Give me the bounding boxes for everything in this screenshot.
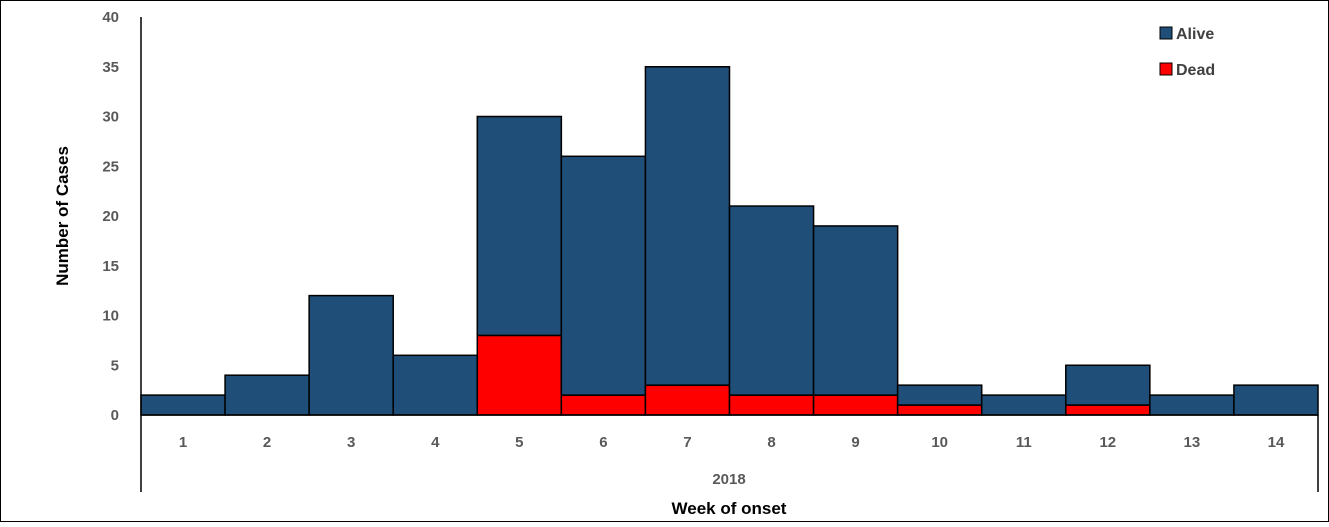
- x-tick-label-2: 2: [263, 434, 271, 451]
- bar-alive-week-14: [1233, 384, 1319, 416]
- x-tick-label-7: 7: [683, 434, 691, 451]
- bar-alive-week-6: [560, 155, 647, 396]
- x-tick-label-1: 1: [179, 434, 187, 451]
- bar-alive-week-12: [1065, 364, 1151, 406]
- x-axis-title: Week of onset: [672, 499, 787, 518]
- bar-dead-week-12: [1065, 404, 1151, 416]
- y-tick-label-25: 25: [102, 158, 119, 175]
- x-tick-label-13: 13: [1184, 434, 1201, 451]
- legend-swatch-alive: [1159, 26, 1173, 40]
- x-tick-label-3: 3: [347, 434, 355, 451]
- bar-alive-week-5: [476, 115, 563, 337]
- y-tick-label-10: 10: [102, 308, 119, 325]
- bar-alive-week-9: [812, 225, 899, 396]
- bar-alive-week-7: [644, 66, 731, 386]
- legend-label-dead: Dead: [1176, 62, 1215, 79]
- x-tick-label-12: 12: [1099, 434, 1116, 451]
- bar-alive-week-8: [728, 205, 815, 396]
- y-axis-ticks: 0 5 10 15 20 25 30 35 40: [102, 9, 119, 424]
- x-tick-label-6: 6: [599, 434, 607, 451]
- bar-alive-week-4: [392, 354, 479, 416]
- bar-dead-week-7: [644, 384, 731, 416]
- x-tick-label-9: 9: [851, 434, 859, 451]
- y-tick-label-35: 35: [102, 59, 119, 76]
- x-tick-label-10: 10: [931, 434, 948, 451]
- bar-alive-week-3: [308, 294, 394, 416]
- x-tick-label-8: 8: [767, 434, 775, 451]
- bar-alive-week-2: [224, 374, 310, 416]
- bar-dead-week-9: [812, 394, 899, 416]
- bar-dead-week-8: [728, 394, 815, 416]
- y-tick-label-20: 20: [102, 208, 119, 225]
- y-tick-label-0: 0: [111, 407, 119, 424]
- bar-alive-week-11: [980, 394, 1067, 416]
- legend: Alive Dead: [1159, 26, 1215, 79]
- legend-label-alive: Alive: [1176, 26, 1214, 43]
- bar-alive-week-13: [1149, 394, 1235, 416]
- x-tick-label-11: 11: [1016, 434, 1032, 451]
- x-group-label: 2018: [712, 471, 745, 488]
- y-tick-label-5: 5: [111, 357, 119, 374]
- x-tick-label-4: 4: [431, 434, 440, 451]
- bar-alive-week-10: [896, 384, 983, 406]
- y-tick-label-15: 15: [102, 258, 119, 275]
- bars: [140, 66, 1319, 416]
- x-axis-ticks: 1 2 3 4 5 6 7 8 9 10 11 12 13 14: [179, 434, 1285, 451]
- bar-dead-week-6: [560, 394, 647, 416]
- x-tick-label-5: 5: [515, 434, 523, 451]
- legend-swatch-dead: [1159, 62, 1173, 76]
- bar-dead-week-5: [476, 334, 563, 416]
- y-tick-label-30: 30: [102, 109, 119, 126]
- bar-dead-week-10: [896, 404, 983, 416]
- bar-alive-week-1: [140, 394, 226, 416]
- x-tick-label-14: 14: [1268, 434, 1285, 451]
- y-axis-title: Number of Cases: [53, 146, 72, 286]
- y-tick-label-40: 40: [102, 9, 119, 26]
